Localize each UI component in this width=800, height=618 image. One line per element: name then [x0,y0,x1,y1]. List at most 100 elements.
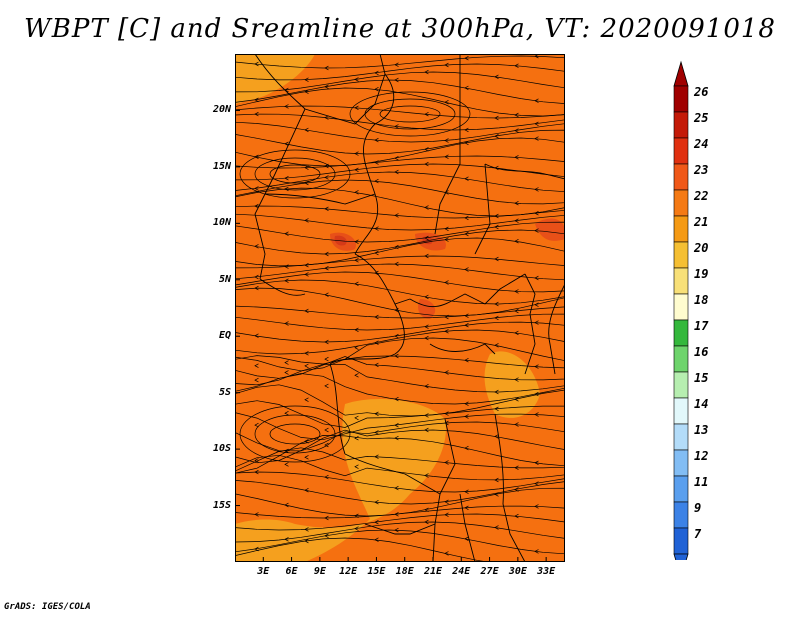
streamline [235,87,565,117]
streamline-arrow [494,525,499,530]
border-line [259,278,306,296]
streamline-arrow [354,258,359,263]
streamline-arrow [304,363,309,369]
lon-tick-label: 30E [508,566,527,577]
lat-tick-label: 10S [212,443,231,455]
colorbar-top-arrow [673,60,689,87]
colorbar-box [673,397,689,425]
streamline-arrow [424,294,429,300]
streamline-arrow [394,213,399,218]
streamline-arrow [354,151,359,156]
streamline-arrow [444,237,449,242]
streamline-arrow [254,469,259,475]
streamline [235,121,565,143]
streamline-arrow [424,413,429,418]
streamline-arrow [284,186,289,192]
streamline-arrow [394,396,399,402]
colorbar-box [673,215,689,243]
streamline-arrow [374,270,379,276]
colorbar-label: 26 [694,85,709,99]
streamline [235,179,565,205]
streamline [235,221,565,243]
streamline-arrow [304,351,309,356]
streamline-arrow [444,370,449,375]
streamline-arrow [444,551,449,556]
streamline [235,435,565,474]
streamline [235,287,565,317]
colorbar-label: 13 [694,423,709,437]
streamlines [235,54,565,562]
streamline [235,105,565,119]
streamline-arrow [514,513,519,519]
border-line [344,453,441,495]
streamline-arrow [444,226,449,232]
streamline-arrow [444,499,449,505]
colorbar-box [673,293,689,321]
streamline [235,137,565,167]
streamline [235,505,565,519]
lat-tick-label: 15S [212,499,231,511]
streamline [235,421,565,452]
streamline-arrow [324,251,329,257]
streamline-arrow [534,275,539,281]
streamline-arrow [304,487,309,493]
streamline-arrow [464,414,469,419]
streamline-arrow [254,61,259,67]
streamline-arrow [494,213,499,219]
streamline [235,321,565,343]
streamline [235,356,565,381]
streamline-arrow [514,155,519,160]
streamline-arrow [534,98,539,103]
streamline-arrow [464,85,469,91]
streamline [235,79,565,104]
streamline-arrow [494,406,499,412]
streamline-arrow [284,370,289,375]
colorbar-label: 22 [694,189,709,203]
colorbar-box [673,189,689,217]
streamline-arrow [424,473,429,478]
streamline-arrow [354,239,359,244]
streamline-arrow [534,364,539,369]
streamline-arrow [534,460,539,466]
colorbar-label: 20 [694,241,709,255]
streamline-arrow [444,329,449,334]
streamline [235,480,565,505]
border-line [494,413,526,562]
streamline-arrow [284,410,289,416]
lat-tick-label: 15N [212,160,231,172]
streamline [235,263,565,281]
streamline-arrow [284,175,289,181]
streamline [235,429,565,464]
streamline-arrow [324,533,329,539]
streamline-arrow [374,499,379,505]
map-panel [235,54,565,562]
cool-patch [235,399,446,562]
streamline-arrow [324,383,329,389]
colorbar-box [673,137,689,165]
border-line [354,253,411,305]
colorbar-label: 18 [694,293,709,307]
lat-tick-label: 10N [212,217,231,229]
lon-tick-label: 3E [257,566,270,577]
streamline-arrow [304,77,309,82]
streamline [235,213,565,231]
streamline-arrow [254,285,259,291]
streamline-arrow [284,462,289,467]
streamline [235,71,565,93]
streamline-arrow [394,333,399,339]
colorbar [673,60,689,560]
streamline [235,129,565,155]
streamline [235,313,565,331]
border-line [254,108,306,280]
streamline-arrow [514,238,519,244]
colorbar-label: 16 [694,345,709,359]
streamline [235,471,565,493]
streamline-arrow [424,235,429,241]
streamline [235,113,565,131]
streamline [235,521,565,543]
streamline-arrow [514,128,519,133]
lat-tick-label: 5N [218,273,231,285]
streamline-arrow [494,492,499,497]
streamline-arrow [354,327,359,333]
colorbar-box [673,111,689,139]
